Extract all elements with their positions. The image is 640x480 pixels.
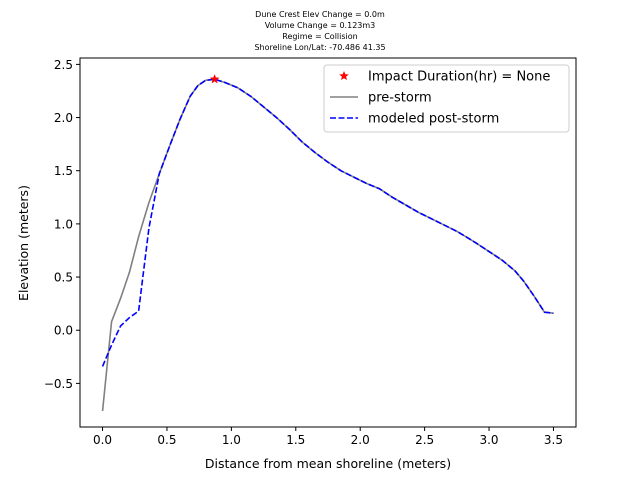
y-tick-label: −0.5 xyxy=(44,377,73,391)
legend-label: modeled post-storm xyxy=(368,112,499,127)
y-tick-label: 1.5 xyxy=(54,164,73,178)
y-axis: −0.5 0.0 0.5 1.0 1.5 2.0 2.5 xyxy=(44,58,80,391)
title-line: Shoreline Lon/Lat: -70.486 41.35 xyxy=(254,43,385,52)
legend: Impact Duration(hr) = None pre-storm model… xyxy=(323,64,570,133)
x-tick-label: 0.5 xyxy=(157,433,176,447)
x-axis: 0.0 0.5 1.0 1.5 2.0 2.5 3.0 3.5 xyxy=(93,427,563,447)
legend-star-icon xyxy=(339,70,349,81)
y-axis-title: Elevation (meters) xyxy=(16,185,31,301)
y-tick-label: 2.5 xyxy=(54,58,73,72)
legend-label: Impact Duration(hr) = None xyxy=(368,70,550,85)
y-tick-label: 2.0 xyxy=(54,111,73,125)
x-tick-label: 2.0 xyxy=(351,433,370,447)
title-line: Volume Change = 0.123m3 xyxy=(265,21,376,30)
x-tick-label: 1.0 xyxy=(222,433,241,447)
x-tick-label: 2.5 xyxy=(415,433,434,447)
x-tick-label: 3.5 xyxy=(544,433,563,447)
x-tick-label: 0.0 xyxy=(93,433,112,447)
x-axis-title: Distance from mean shoreline (meters) xyxy=(205,456,451,471)
y-tick-label: 0.0 xyxy=(54,324,73,338)
post-storm-line xyxy=(101,78,554,367)
y-tick-label: 1.0 xyxy=(54,217,73,231)
plot-frame xyxy=(79,57,577,428)
title-line: Dune Crest Elev Change = 0.0m xyxy=(255,10,385,19)
y-tick-label: 0.5 xyxy=(54,271,73,285)
chart-title: Dune Crest Elev Change = 0.0m Volume Chan… xyxy=(254,10,385,52)
impact-marker-star xyxy=(209,74,220,84)
legend-box xyxy=(323,64,570,133)
x-tick-label: 3.0 xyxy=(479,433,498,447)
x-tick-label: 1.5 xyxy=(286,433,305,447)
title-line: Regime = Collision xyxy=(282,32,357,41)
legend-label: pre-storm xyxy=(368,91,432,106)
